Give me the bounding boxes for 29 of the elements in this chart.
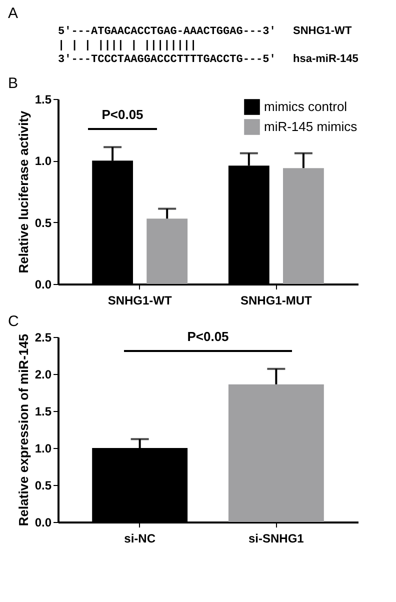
annotation: P<0.05	[102, 107, 144, 122]
x-tick-label: si-NC	[124, 532, 156, 546]
text: hsa-miR-145	[293, 53, 358, 65]
legend-label: mimics control	[264, 99, 348, 114]
bar	[283, 168, 324, 284]
y-tick-label: 2.0	[34, 368, 52, 382]
chart-title: B	[8, 75, 18, 92]
y-tick-label: 1.5	[34, 404, 52, 418]
y-axis-title: Relative expression of miR-145	[16, 334, 31, 526]
text: | | | |||| | ||||||||	[58, 40, 197, 52]
y-tick-label: 0.5	[34, 216, 52, 230]
y-tick-label: 0.5	[34, 478, 52, 492]
text: SNHG1-WT	[293, 25, 352, 37]
y-tick-label: 1.0	[34, 442, 52, 456]
bar	[146, 218, 188, 284]
annotation: P<0.05	[187, 329, 229, 344]
y-tick-label: 2.5	[34, 330, 52, 344]
y-axis-title: Relative luciferase activity	[16, 110, 31, 274]
x-tick-label: si-SNHG1	[248, 532, 304, 546]
text: A	[8, 5, 18, 22]
y-tick-label: 1.5	[34, 92, 52, 106]
legend-label: miR-145 mimics	[264, 119, 358, 134]
chart-title: C	[8, 313, 19, 330]
y-tick-label: 0.0	[34, 516, 52, 530]
y-tick-label: 0.0	[34, 278, 52, 292]
y-tick-label: 1.0	[34, 154, 52, 168]
text: 3′---TCCCTAAGGACCCTTTTGACCTG---5′	[58, 54, 276, 66]
text: 5′---ATGAACACCTGAG-AAACTGGAG---3′	[58, 26, 276, 38]
x-tick-label: SNHG1-MUT	[240, 294, 313, 308]
